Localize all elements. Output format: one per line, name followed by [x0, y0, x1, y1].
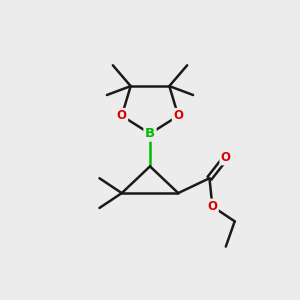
Text: O: O — [207, 200, 218, 213]
Text: O: O — [221, 151, 231, 164]
Text: B: B — [145, 127, 155, 140]
Text: O: O — [117, 109, 127, 122]
Text: O: O — [173, 109, 183, 122]
